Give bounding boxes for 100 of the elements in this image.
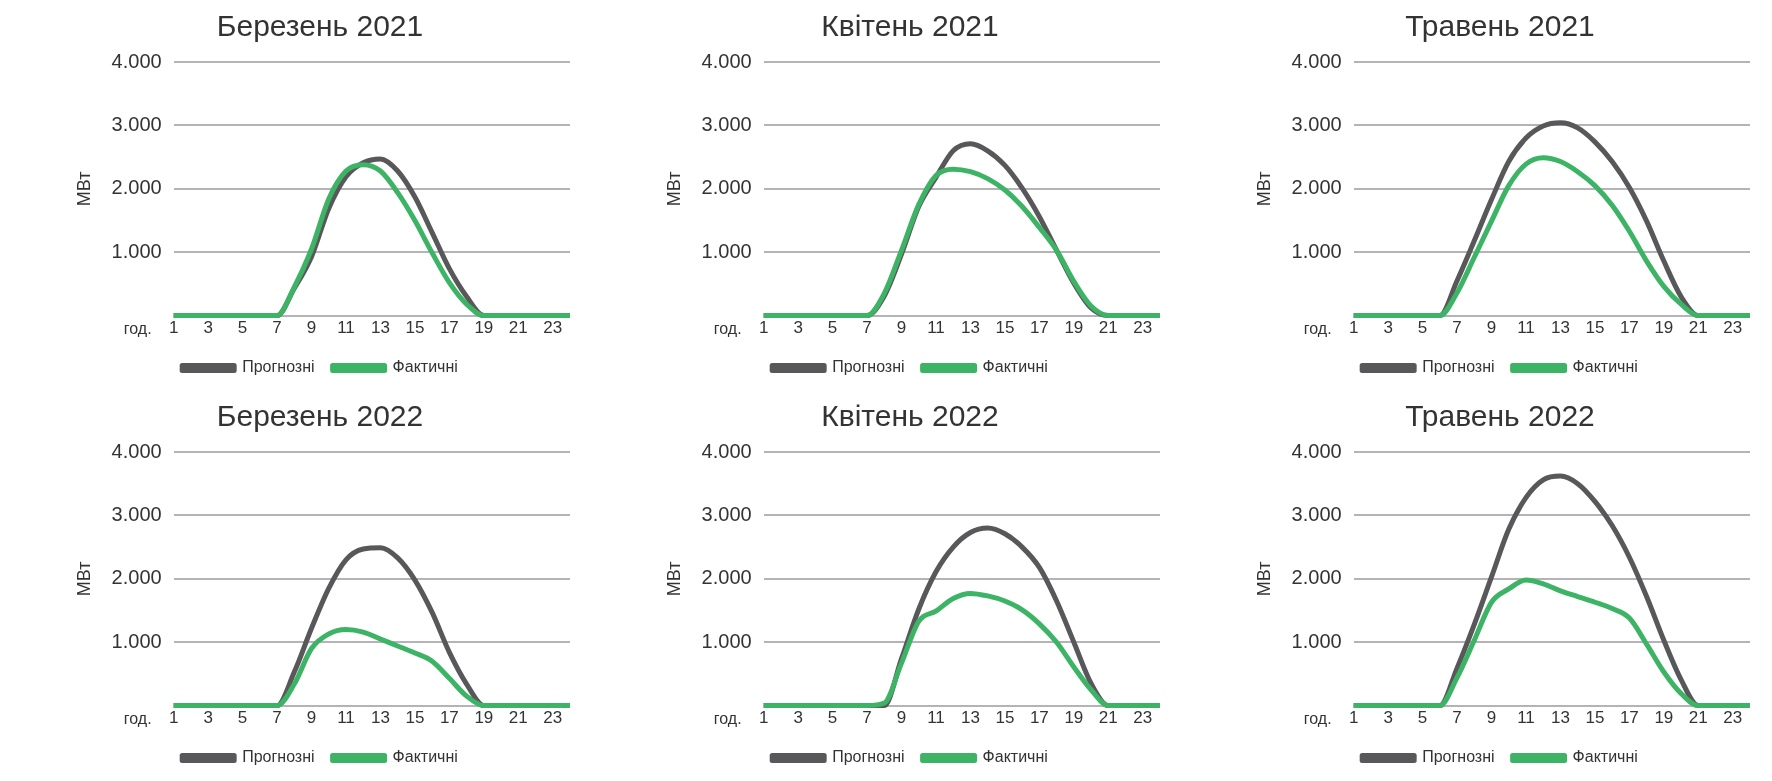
x-tick-label: 1 — [758, 318, 769, 338]
y-tick-label: 3.000 — [701, 502, 752, 525]
y-axis-title: МВт — [1253, 561, 1274, 597]
x-tick-label: 15 — [995, 318, 1015, 338]
y-tick-label: 4.000 — [111, 49, 162, 72]
x-tick-label: 11 — [337, 318, 355, 338]
legend-label: Прогнозні — [832, 748, 905, 766]
y-tick-label: 3.000 — [1291, 112, 1342, 135]
legend-label: Прогнозні — [1422, 358, 1495, 376]
x-tick-label: 11 — [1517, 318, 1535, 338]
y-axis-title: МВт — [73, 561, 94, 597]
x-tick-label: 9 — [896, 708, 907, 728]
chart-title: Березень 2021 — [216, 9, 424, 43]
x-tick-label: 19 — [1064, 708, 1084, 728]
x-axis-title: год. — [1303, 710, 1332, 728]
x-tick-label: 9 — [306, 318, 317, 338]
x-tick-label: 5 — [827, 708, 838, 728]
x-tick-label: 9 — [1486, 708, 1497, 728]
x-tick-label: 15 — [405, 318, 425, 338]
chart-title: Травень 2022 — [1405, 399, 1595, 433]
x-tick-label: 11 — [927, 708, 945, 728]
x-tick-label: 17 — [1029, 318, 1049, 338]
x-tick-label: 21 — [1098, 318, 1118, 338]
x-tick-label: 3 — [1383, 318, 1393, 338]
x-tick-label: 1 — [168, 318, 179, 338]
x-tick-label: 21 — [508, 318, 528, 338]
x-tick-label: 23 — [543, 318, 563, 338]
x-tick-label: 13 — [960, 708, 980, 728]
x-tick-label: 21 — [508, 708, 528, 728]
x-tick-label: 15 — [1585, 318, 1605, 338]
y-tick-label: 1.000 — [111, 239, 162, 262]
legend-label: Фактичні — [392, 748, 458, 766]
chart-title: Квітень 2021 — [821, 9, 999, 43]
y-tick-label: 2.000 — [1291, 176, 1342, 199]
x-tick-label: 1 — [758, 708, 769, 728]
x-axis-title: год. — [123, 320, 152, 338]
legend-label: Фактичні — [982, 358, 1048, 376]
x-tick-label: 15 — [1585, 708, 1605, 728]
x-tick-label: 7 — [1452, 318, 1462, 338]
y-tick-label: 2.000 — [111, 566, 162, 589]
x-axis-title: год. — [123, 710, 152, 728]
x-tick-label: 23 — [1723, 708, 1743, 728]
y-tick-label: 3.000 — [701, 112, 752, 135]
x-tick-label: 1 — [1348, 318, 1359, 338]
x-tick-label: 19 — [1064, 318, 1084, 338]
x-tick-label: 1 — [168, 708, 179, 728]
x-tick-label: 19 — [474, 318, 494, 338]
chart-title: Травень 2021 — [1405, 9, 1595, 43]
x-tick-label: 15 — [405, 708, 425, 728]
y-axis-title: МВт — [1253, 171, 1274, 207]
y-tick-label: 2.000 — [1291, 566, 1342, 589]
y-axis-title: МВт — [663, 171, 684, 207]
x-tick-label: 3 — [203, 318, 213, 338]
x-tick-label: 17 — [1619, 708, 1639, 728]
x-tick-label: 3 — [1383, 708, 1393, 728]
x-axis-title: год. — [713, 710, 742, 728]
y-tick-label: 2.000 — [701, 176, 752, 199]
x-tick-label: 23 — [543, 708, 563, 728]
x-tick-label: 9 — [1486, 318, 1497, 338]
y-tick-label: 4.000 — [1291, 439, 1342, 462]
x-tick-label: 13 — [1550, 318, 1570, 338]
x-tick-label: 17 — [439, 708, 459, 728]
x-tick-label: 1 — [1348, 708, 1359, 728]
x-tick-label: 7 — [862, 318, 872, 338]
x-tick-label: 7 — [862, 708, 872, 728]
y-tick-label: 2.000 — [111, 176, 162, 199]
x-tick-label: 13 — [370, 708, 390, 728]
x-tick-label: 19 — [1654, 708, 1674, 728]
legend-label: Фактичні — [1572, 748, 1638, 766]
chart-title: Квітень 2022 — [821, 399, 999, 433]
x-tick-label: 21 — [1098, 708, 1118, 728]
y-tick-label: 4.000 — [701, 439, 752, 462]
y-tick-label: 1.000 — [1291, 239, 1342, 262]
legend-label: Прогнозні — [1422, 748, 1495, 766]
y-tick-label: 4.000 — [1291, 49, 1342, 72]
x-tick-label: 13 — [1550, 708, 1570, 728]
legend-label: Прогнозні — [242, 358, 315, 376]
y-axis-title: МВт — [73, 171, 94, 207]
x-tick-label: 3 — [793, 708, 803, 728]
y-tick-label: 4.000 — [111, 439, 162, 462]
legend-label: Фактичні — [1572, 358, 1638, 376]
y-tick-label: 1.000 — [111, 629, 162, 652]
x-tick-label: 23 — [1133, 318, 1153, 338]
y-tick-label: 2.000 — [701, 566, 752, 589]
x-tick-label: 17 — [1619, 318, 1639, 338]
x-tick-label: 7 — [272, 708, 282, 728]
x-tick-label: 3 — [203, 708, 213, 728]
x-tick-label: 21 — [1688, 708, 1708, 728]
x-axis-title: год. — [1303, 320, 1332, 338]
x-tick-label: 3 — [793, 318, 803, 338]
y-tick-label: 3.000 — [1291, 502, 1342, 525]
x-tick-label: 9 — [306, 708, 317, 728]
x-tick-label: 5 — [1417, 708, 1428, 728]
x-tick-label: 19 — [1654, 318, 1674, 338]
legend-label: Фактичні — [982, 748, 1048, 766]
legend-label: Фактичні — [392, 358, 458, 376]
x-tick-label: 5 — [237, 318, 248, 338]
x-tick-label: 11 — [337, 708, 355, 728]
x-axis-title: год. — [713, 320, 742, 338]
x-tick-label: 23 — [1133, 708, 1153, 728]
